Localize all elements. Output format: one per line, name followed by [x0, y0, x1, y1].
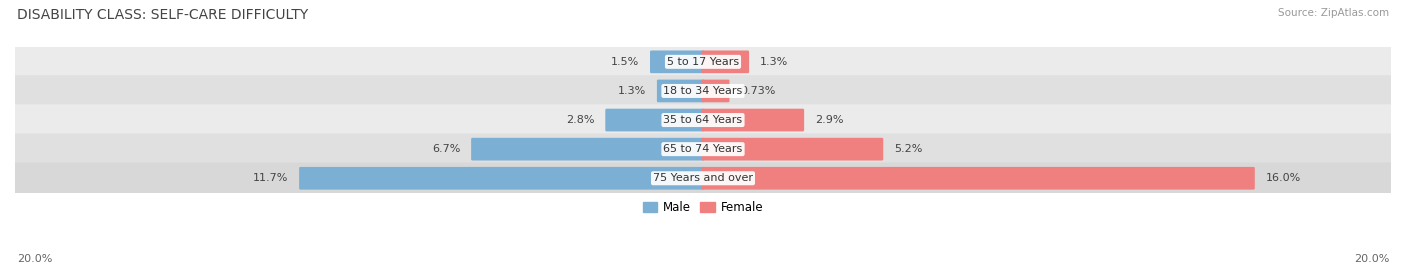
FancyBboxPatch shape	[702, 80, 730, 102]
Text: 6.7%: 6.7%	[432, 144, 461, 154]
Text: 20.0%: 20.0%	[1354, 254, 1389, 264]
FancyBboxPatch shape	[13, 162, 1393, 194]
Text: 35 to 64 Years: 35 to 64 Years	[664, 115, 742, 125]
FancyBboxPatch shape	[657, 80, 704, 102]
FancyBboxPatch shape	[13, 104, 1393, 136]
Text: 5.2%: 5.2%	[894, 144, 922, 154]
Text: 2.8%: 2.8%	[567, 115, 595, 125]
FancyBboxPatch shape	[13, 75, 1393, 107]
Text: 1.5%: 1.5%	[612, 57, 640, 67]
FancyBboxPatch shape	[13, 46, 1393, 77]
Legend: Male, Female: Male, Female	[638, 196, 768, 219]
Text: 75 Years and over: 75 Years and over	[652, 173, 754, 183]
FancyBboxPatch shape	[299, 167, 704, 190]
Text: 65 to 74 Years: 65 to 74 Years	[664, 144, 742, 154]
FancyBboxPatch shape	[702, 109, 804, 131]
Text: 2.9%: 2.9%	[815, 115, 844, 125]
FancyBboxPatch shape	[13, 133, 1393, 165]
Text: 1.3%: 1.3%	[619, 86, 647, 96]
Text: DISABILITY CLASS: SELF-CARE DIFFICULTY: DISABILITY CLASS: SELF-CARE DIFFICULTY	[17, 8, 308, 22]
FancyBboxPatch shape	[702, 167, 1254, 190]
Text: 18 to 34 Years: 18 to 34 Years	[664, 86, 742, 96]
Text: 11.7%: 11.7%	[253, 173, 288, 183]
FancyBboxPatch shape	[702, 138, 883, 161]
Text: Source: ZipAtlas.com: Source: ZipAtlas.com	[1278, 8, 1389, 18]
FancyBboxPatch shape	[702, 51, 749, 73]
Text: 20.0%: 20.0%	[17, 254, 52, 264]
FancyBboxPatch shape	[471, 138, 704, 161]
FancyBboxPatch shape	[650, 51, 704, 73]
FancyBboxPatch shape	[606, 109, 704, 131]
Text: 0.73%: 0.73%	[740, 86, 776, 96]
Text: 16.0%: 16.0%	[1265, 173, 1301, 183]
Text: 5 to 17 Years: 5 to 17 Years	[666, 57, 740, 67]
Text: 1.3%: 1.3%	[759, 57, 787, 67]
